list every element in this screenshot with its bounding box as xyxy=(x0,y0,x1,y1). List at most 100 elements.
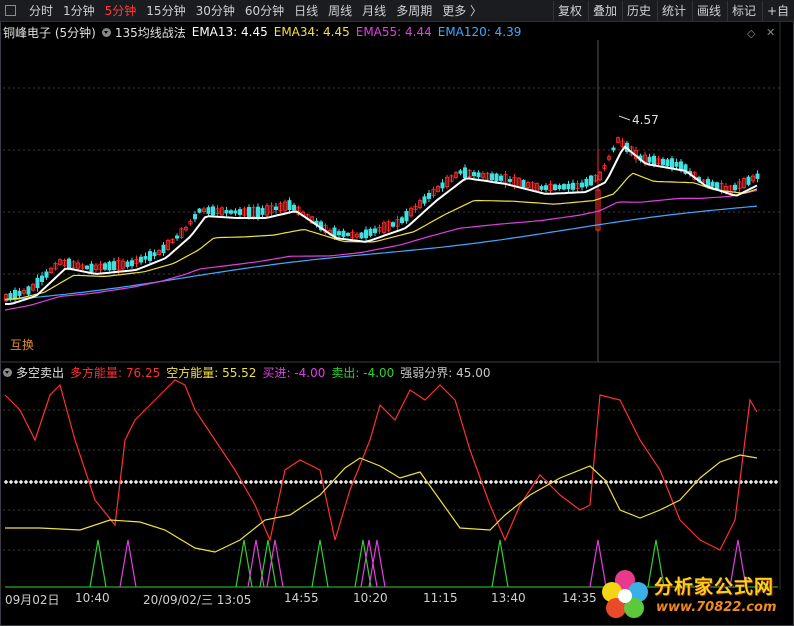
candle-body xyxy=(431,188,436,196)
candle-body xyxy=(273,206,278,210)
candle-body xyxy=(386,221,391,231)
boundary-marker xyxy=(718,479,724,485)
candle-body xyxy=(422,196,427,204)
candle-body xyxy=(246,207,251,217)
candle-body xyxy=(498,175,503,181)
legend-item: EMA34: 4.45 xyxy=(273,25,350,39)
dropdown-circle-icon[interactable] xyxy=(3,367,12,377)
boundary-marker xyxy=(243,479,249,485)
boundary-marker xyxy=(638,479,644,485)
candle-body xyxy=(179,228,184,238)
period-tab[interactable]: 1分钟 xyxy=(63,3,95,18)
candle-body xyxy=(408,207,413,217)
signal-spike xyxy=(235,539,253,588)
candle-body xyxy=(206,207,211,214)
signal-spike xyxy=(247,539,265,588)
boundary-marker xyxy=(233,479,239,485)
swap-label[interactable]: 互换 xyxy=(10,338,35,352)
boundary-marker xyxy=(368,479,374,485)
candle-body xyxy=(575,183,580,189)
boundary-marker xyxy=(208,479,214,485)
boundary-marker xyxy=(393,479,399,485)
candle-body xyxy=(12,289,17,300)
boundary-marker xyxy=(463,479,469,485)
period-tab[interactable]: 5分钟 xyxy=(104,3,137,18)
boundary-marker xyxy=(563,479,569,485)
candle-body xyxy=(566,183,571,190)
watermark-title: 分析家公式网 xyxy=(654,576,775,598)
boundary-marker xyxy=(583,479,589,485)
boundary-marker xyxy=(723,479,729,485)
boundary-marker xyxy=(108,479,114,485)
period-tab[interactable]: 15分钟 xyxy=(146,3,186,18)
candle-body xyxy=(426,192,431,199)
period-tab[interactable]: 60分钟 xyxy=(244,3,285,18)
legend-item: 强弱分界: 45.00 xyxy=(400,365,491,380)
boundary-marker xyxy=(743,479,749,485)
tool-button[interactable]: 标记 xyxy=(727,1,760,21)
candle-body xyxy=(453,172,458,178)
candle-body xyxy=(584,178,589,187)
diamond-icon[interactable]: ◇ xyxy=(747,27,756,40)
candle-body xyxy=(210,206,215,216)
indicator-name[interactable]: 135均线战法 xyxy=(114,25,186,40)
tool-button[interactable]: 叠加 xyxy=(588,1,621,21)
candle-body xyxy=(125,261,130,267)
candle-body xyxy=(562,184,567,190)
boundary-marker xyxy=(103,479,109,485)
candle-body xyxy=(521,180,526,188)
boundary-marker xyxy=(268,479,274,485)
boundary-marker xyxy=(48,479,54,485)
sub-indicator-name[interactable]: 多空卖出 xyxy=(16,365,65,380)
boundary-marker xyxy=(58,479,64,485)
candle-body xyxy=(485,172,490,180)
candle-body xyxy=(471,172,476,177)
boundary-marker xyxy=(228,479,234,485)
candle-body xyxy=(165,240,170,250)
time-label: 10:40 xyxy=(75,591,110,605)
candle-body xyxy=(589,175,594,186)
period-tab[interactable]: 周线 xyxy=(328,3,353,18)
period-tab[interactable]: 月线 xyxy=(362,3,387,18)
window-menu-icon[interactable] xyxy=(5,5,16,16)
dropdown-circle-icon[interactable] xyxy=(101,27,111,37)
period-tab[interactable]: 分时 xyxy=(29,3,54,18)
candle-body xyxy=(233,210,238,214)
period-tab[interactable]: 日线 xyxy=(294,3,319,18)
boundary-marker xyxy=(143,479,149,485)
candle-body xyxy=(746,176,751,185)
candle-body xyxy=(174,235,179,239)
boundary-marker xyxy=(253,479,259,485)
candle-body xyxy=(197,208,202,213)
period-tab[interactable]: 30分钟 xyxy=(195,3,235,18)
boundary-marker xyxy=(358,479,364,485)
signal-spike xyxy=(491,539,509,588)
candle-body xyxy=(336,231,341,236)
boundary-marker xyxy=(748,479,754,485)
boundary-marker xyxy=(43,479,49,485)
boundary-marker xyxy=(193,479,199,485)
candle-body xyxy=(345,232,350,236)
period-tab[interactable]: 更多 〉 xyxy=(442,3,483,18)
tool-button[interactable]: +自 xyxy=(762,1,793,21)
close-icon[interactable]: ✕ xyxy=(766,26,776,39)
boundary-marker xyxy=(283,479,289,485)
boundary-marker xyxy=(523,479,529,485)
boundary-marker xyxy=(303,479,309,485)
tool-button[interactable]: 画线 xyxy=(692,1,725,21)
candle-body xyxy=(107,261,112,271)
candle-body xyxy=(620,140,625,147)
period-tab[interactable]: 多周期 xyxy=(396,3,433,18)
candle-body xyxy=(417,200,422,208)
boundary-marker xyxy=(128,479,134,485)
candle-body xyxy=(390,222,395,227)
tool-button[interactable]: 统计 xyxy=(657,1,690,21)
candle-body xyxy=(67,258,72,269)
tool-button[interactable]: 历史 xyxy=(622,1,655,21)
tool-button[interactable]: 复权 xyxy=(553,1,586,21)
candle-body xyxy=(26,286,31,295)
candle-body xyxy=(755,173,760,179)
ema13-line xyxy=(5,145,758,305)
boundary-marker xyxy=(768,479,774,485)
